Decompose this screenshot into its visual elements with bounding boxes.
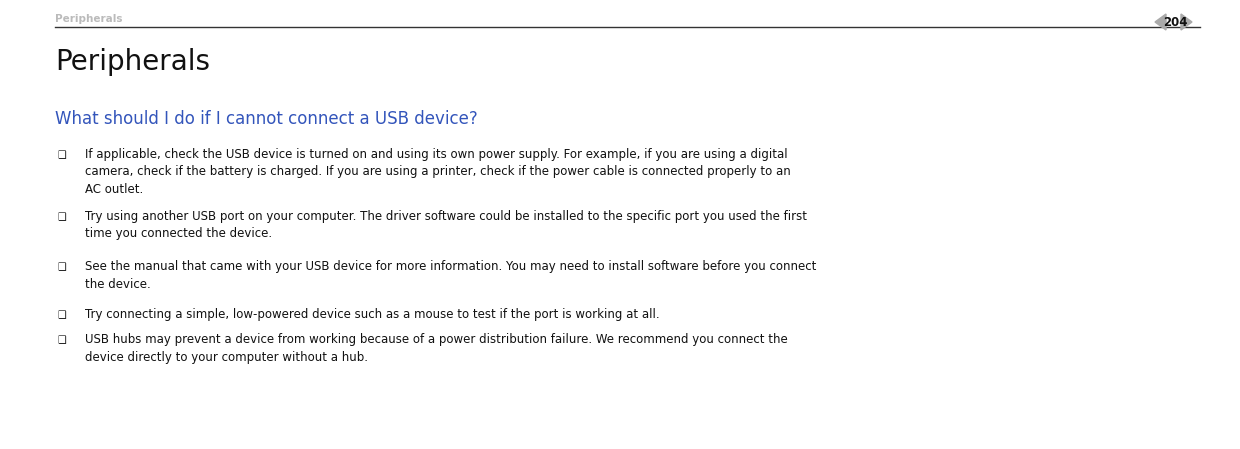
Text: ❑: ❑ (57, 212, 66, 222)
Text: Peripherals: Peripherals (55, 48, 210, 76)
Text: Try connecting a simple, low-powered device such as a mouse to test if the port : Try connecting a simple, low-powered dev… (86, 308, 660, 321)
Polygon shape (1154, 14, 1166, 30)
Polygon shape (1180, 14, 1192, 30)
Text: Try using another USB port on your computer. The driver software could be instal: Try using another USB port on your compu… (86, 210, 807, 241)
Text: 204: 204 (1163, 16, 1187, 28)
Text: ❑: ❑ (57, 310, 66, 320)
Text: Peripherals: Peripherals (55, 14, 123, 24)
Text: If applicable, check the USB device is turned on and using its own power supply.: If applicable, check the USB device is t… (86, 148, 791, 196)
Text: ❑: ❑ (57, 335, 66, 345)
Text: See the manual that came with your USB device for more information. You may need: See the manual that came with your USB d… (86, 260, 816, 291)
Text: ❑: ❑ (57, 150, 66, 160)
Text: USB hubs may prevent a device from working because of a power distribution failu: USB hubs may prevent a device from worki… (86, 333, 787, 364)
Text: ❑: ❑ (57, 262, 66, 272)
Text: What should I do if I cannot connect a USB device?: What should I do if I cannot connect a U… (55, 110, 477, 128)
